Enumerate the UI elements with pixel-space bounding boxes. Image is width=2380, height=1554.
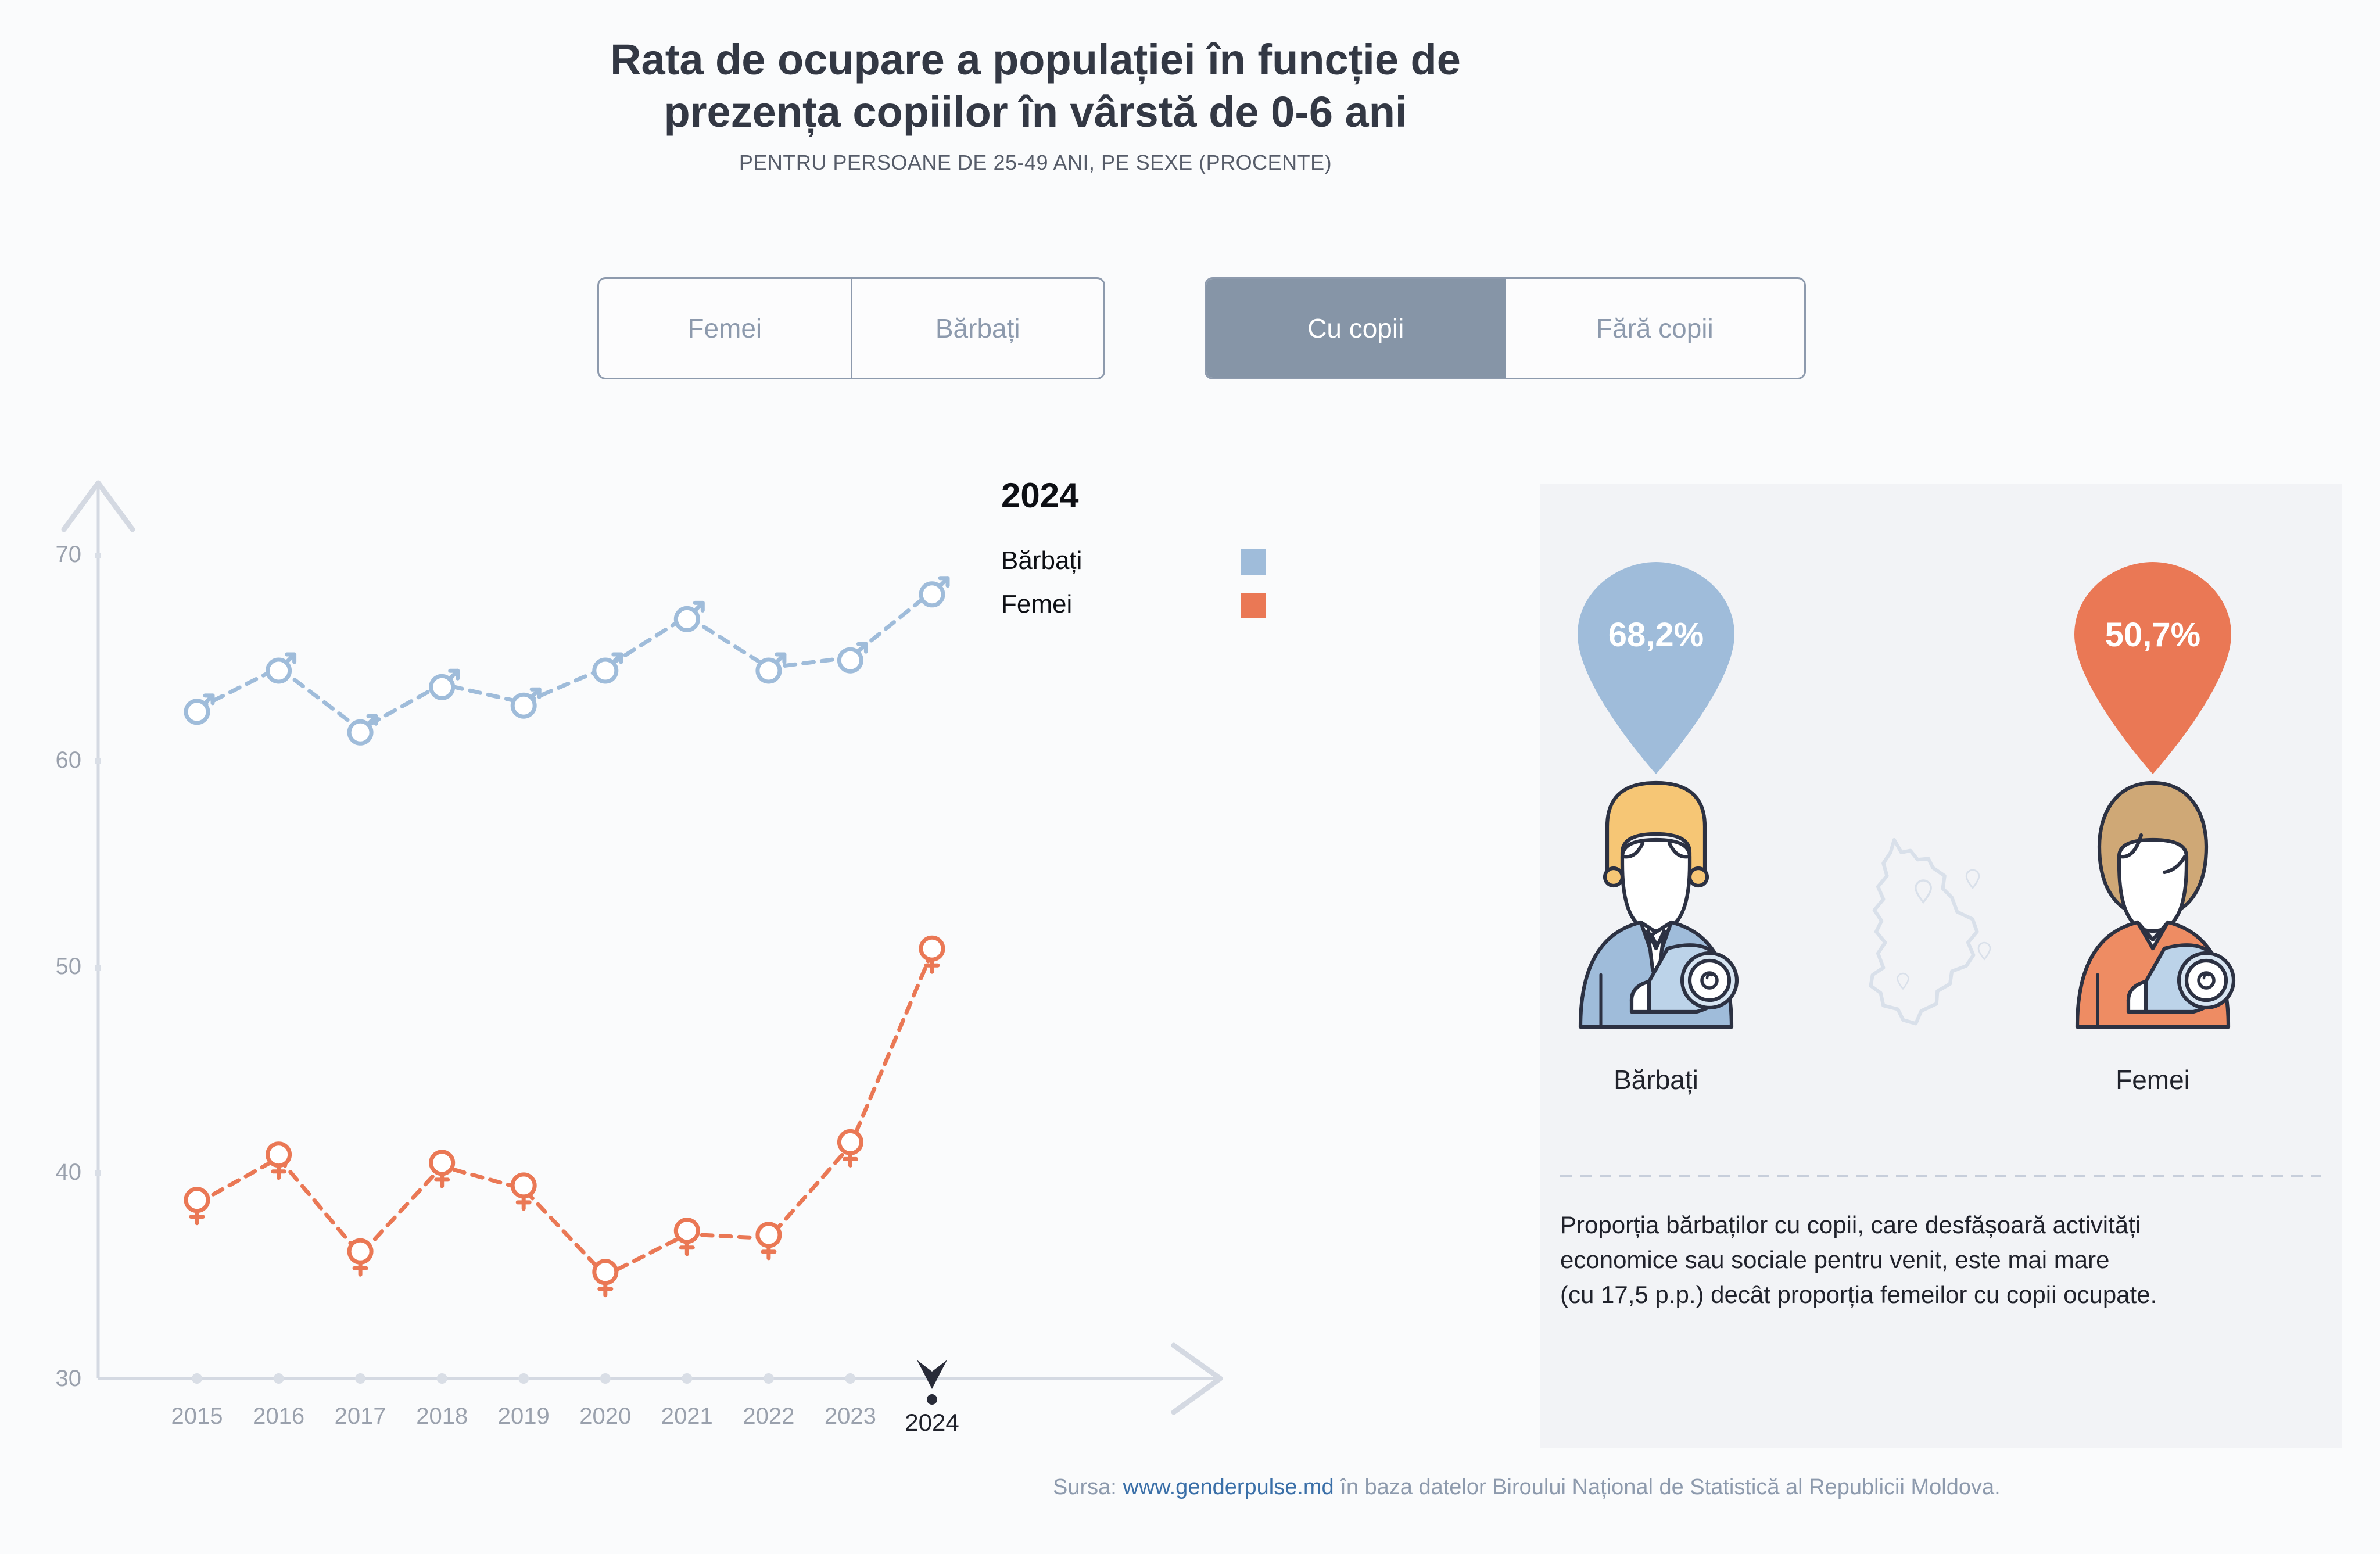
svg-text:2022: 2022 <box>743 1403 794 1429</box>
svg-text:30: 30 <box>56 1366 82 1391</box>
svg-text:70: 70 <box>56 542 82 567</box>
svg-text:50: 50 <box>56 954 82 979</box>
svg-text:Proporția bărbaților cu copii,: Proporția bărbaților cu copii, care desf… <box>1560 1211 2141 1238</box>
svg-text:68,2%: 68,2% <box>1608 616 1704 654</box>
svg-text:2021: 2021 <box>661 1403 713 1429</box>
svg-text:2020: 2020 <box>579 1403 631 1429</box>
svg-text:Bărbați: Bărbați <box>1614 1065 1698 1095</box>
svg-text:economice sau sociale pentru v: economice sau sociale pentru venit, este… <box>1560 1246 2109 1273</box>
svg-text:50,7%: 50,7% <box>2105 616 2200 654</box>
svg-text:2017: 2017 <box>335 1403 386 1429</box>
svg-text:2024: 2024 <box>905 1409 959 1436</box>
svg-text:2015: 2015 <box>171 1403 223 1429</box>
svg-text:2016: 2016 <box>253 1403 304 1429</box>
svg-text:2018: 2018 <box>416 1403 468 1429</box>
svg-text:Femei: Femei <box>2116 1065 2190 1095</box>
svg-text:40: 40 <box>56 1159 82 1185</box>
svg-text:60: 60 <box>56 747 82 773</box>
svg-text:(cu 17,5 p.p.) decât proporția: (cu 17,5 p.p.) decât proporția femeilor … <box>1560 1281 2157 1308</box>
svg-text:2023: 2023 <box>825 1403 876 1429</box>
svg-text:2019: 2019 <box>498 1403 550 1429</box>
